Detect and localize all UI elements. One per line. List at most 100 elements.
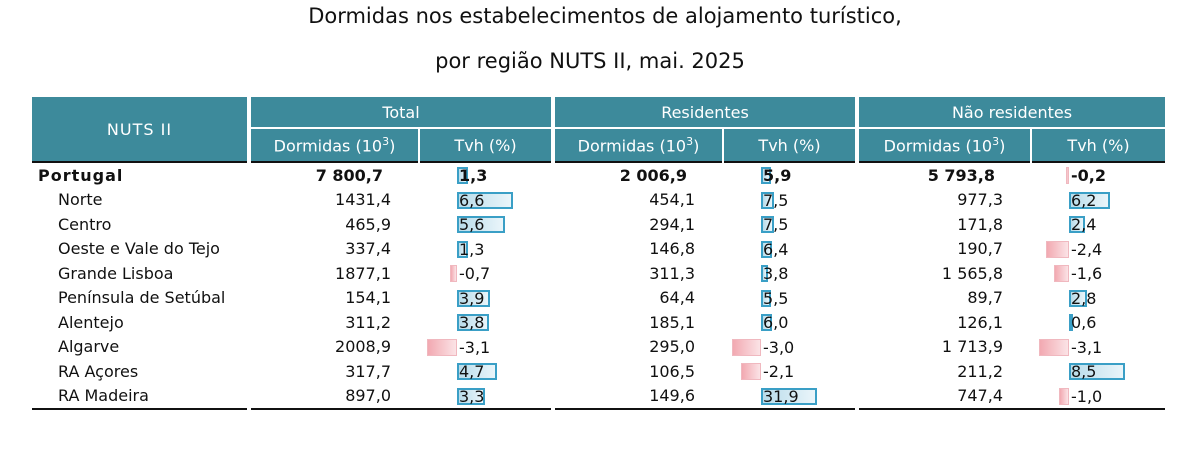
region-name: Norte xyxy=(58,190,103,210)
tvh-value: -3,0 xyxy=(763,337,795,357)
tvh-value: -3,1 xyxy=(1071,337,1103,357)
region-name: Oeste e Vale do Tejo xyxy=(58,239,220,259)
tvh-bar xyxy=(457,191,513,209)
tvh-bar xyxy=(761,216,774,233)
tvh-cell: 5,9 xyxy=(723,161,857,188)
table-row: Centro 465,9 5,6 294,1 7,5 171,8 2,4 xyxy=(32,212,1165,237)
dormidas-value: 465,9 xyxy=(247,212,419,237)
tvh-value: 3,3 xyxy=(459,386,485,406)
tvh-value: 3,8 xyxy=(763,264,789,283)
tvh-bar xyxy=(1046,240,1069,258)
tvh-value: 5,9 xyxy=(763,166,792,185)
tvh-bar xyxy=(761,240,772,258)
region-name: Grande Lisboa xyxy=(58,263,174,283)
dormidas-value: 146,8 xyxy=(551,236,723,261)
tvh-bar xyxy=(1069,191,1110,209)
tvh-value: -2,4 xyxy=(1071,239,1103,259)
tvh-value: 6,0 xyxy=(763,313,789,332)
region-name: Portugal xyxy=(32,161,249,188)
dormidas-value: 1431,4 xyxy=(247,187,419,212)
tvh-cell: 2,4 xyxy=(1031,212,1165,237)
tvh-value: 6,4 xyxy=(763,239,789,259)
dormidas-value: 7 800,7 xyxy=(247,161,419,188)
tvh-cell: 31,9 xyxy=(723,383,857,410)
tvh-value: -0,2 xyxy=(1071,166,1106,185)
tvh-bar xyxy=(761,265,768,282)
tvh-cell: 6,2 xyxy=(1031,188,1165,213)
tvh-cell: 3,8 xyxy=(723,261,857,286)
tvh-bar xyxy=(732,338,761,356)
tvh-cell: 5,6 xyxy=(419,212,553,237)
tvh-cell: 3,8 xyxy=(419,310,553,335)
tvh-cell: 3,9 xyxy=(419,286,553,311)
tvh-bar xyxy=(1039,338,1069,356)
table-row: Península de Setúbal 154,1 3,9 64,4 5,5 89,7 2… xyxy=(32,285,1165,311)
header-tvh: Tvh (%) xyxy=(722,127,857,162)
dormidas-value: 977,3 xyxy=(855,187,1031,212)
header-tvh: Tvh (%) xyxy=(418,127,553,162)
tvh-cell: 7,5 xyxy=(723,212,857,237)
dormidas-value: 5 793,8 xyxy=(855,161,1031,188)
tvh-bar xyxy=(761,314,772,331)
tvh-bar xyxy=(457,314,489,331)
tvh-cell: 1,3 xyxy=(419,161,553,188)
header-total: Total xyxy=(247,97,553,128)
dormidas-value: 64,4 xyxy=(551,285,723,310)
table-row: Oeste e Vale do Tejo 337,4 1,3 146,8 6,4 190,… xyxy=(32,236,1165,262)
tvh-value: -2,1 xyxy=(763,362,795,381)
dormidas-value: 149,6 xyxy=(551,383,723,410)
dormidas-value: 171,8 xyxy=(855,212,1031,237)
dormidas-value: 1 565,8 xyxy=(855,261,1031,286)
region-name: RA Madeira xyxy=(32,383,249,410)
header-dormidas: Dormidas (103) xyxy=(247,127,419,162)
table-row: RA Madeira 897,0 3,3 149,6 31,9 747,4 -1,0 xyxy=(32,383,1165,410)
tvh-cell: -3,1 xyxy=(1031,335,1165,360)
tvh-cell: 8,5 xyxy=(1031,359,1165,384)
tvh-bar xyxy=(1069,363,1125,380)
table-row: Norte 1431,4 6,6 454,1 7,5 977,3 6,2 xyxy=(32,187,1165,213)
tvh-value: 1,3 xyxy=(459,166,488,185)
dormidas-value: 747,4 xyxy=(855,383,1031,410)
tvh-value: -1,0 xyxy=(1071,386,1103,406)
tvh-value: 2,4 xyxy=(1071,215,1097,234)
dormidas-value: 337,4 xyxy=(247,236,419,261)
tvh-value: 31,9 xyxy=(763,386,799,406)
tvh-cell: -1,6 xyxy=(1031,261,1165,286)
tvh-cell: 6,0 xyxy=(723,310,857,335)
tvh-cell: 1,3 xyxy=(419,237,553,262)
table-row: Alentejo 311,2 3,8 185,1 6,0 126,1 0,6 xyxy=(32,310,1165,335)
dormidas-value: 294,1 xyxy=(551,212,723,237)
tvh-cell: 6,4 xyxy=(723,237,857,262)
tvh-bar xyxy=(457,289,490,307)
region-name: Centro xyxy=(58,214,112,234)
tvh-value: 0,6 xyxy=(1071,313,1097,332)
tvh-cell: 0,6 xyxy=(1031,310,1165,335)
tvh-value: 3,9 xyxy=(459,288,485,308)
tvh-bar xyxy=(1066,167,1069,184)
dormidas-value: 897,0 xyxy=(247,383,419,410)
chart-title-line2: por região NUTS II, mai. 2025 xyxy=(435,49,745,73)
tvh-bar xyxy=(427,338,457,356)
dormidas-value: 317,7 xyxy=(247,359,419,384)
tvh-bar xyxy=(457,216,505,233)
tvh-cell: 7,5 xyxy=(723,188,857,213)
tvh-value: 6,2 xyxy=(1071,190,1097,210)
table-row: Portugal 7 800,7 1,3 2 006,9 5,9 5 793,8 -0,2 xyxy=(32,161,1165,188)
header-residentes: Residentes xyxy=(551,97,857,128)
dormidas-value: 311,3 xyxy=(551,261,723,286)
tvh-bar xyxy=(1069,289,1087,307)
tvh-value: 3,8 xyxy=(459,313,485,332)
tvh-value: 7,5 xyxy=(763,190,789,210)
tvh-bar xyxy=(761,289,771,307)
table-row: RA Açores 317,7 4,7 106,5 -2,1 211,2 8,5 xyxy=(32,359,1165,384)
tvh-bar xyxy=(741,363,761,380)
chart-title-line1: Dormidas nos estabelecimentos de alojame… xyxy=(308,4,902,28)
tvh-bar xyxy=(1069,216,1085,233)
header-nao-residentes: Não residentes xyxy=(855,97,1165,128)
tvh-bar xyxy=(1054,265,1069,282)
header-nuts: NUTS II xyxy=(32,97,249,162)
tvh-value: 7,5 xyxy=(763,215,789,234)
tvh-cell: -2,1 xyxy=(723,359,857,384)
region-name: Alentejo xyxy=(58,312,124,332)
dormidas-value: 1 713,9 xyxy=(855,334,1031,359)
